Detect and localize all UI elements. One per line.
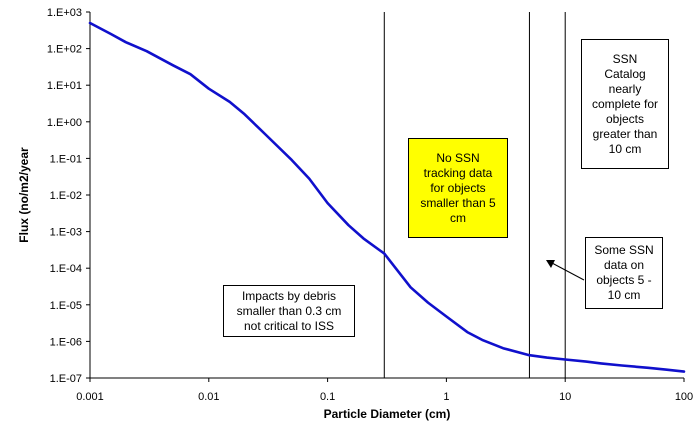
y-tick-label: 1.E+02 — [47, 44, 82, 56]
x-tick-label: 1 — [443, 391, 449, 403]
y-tick-label: 1.E-05 — [50, 300, 82, 312]
y-tick-label: 1.E+00 — [47, 117, 82, 129]
y-tick-label: 1.E+03 — [47, 7, 82, 19]
y-tick-label: 1.E-02 — [50, 190, 82, 202]
arrowhead — [546, 260, 555, 268]
boundary-lines — [383, 12, 566, 378]
axes — [86, 11, 685, 382]
annotation-arrow-group — [546, 260, 585, 281]
annotation-debris: Impacts by debris smaller than 0.3 cm no… — [223, 285, 355, 337]
annotation-arrow — [551, 262, 585, 281]
flux-curve-group — [88, 21, 686, 373]
y-tick-label: 1.E-03 — [50, 227, 82, 239]
y-tick-label: 1.E-01 — [50, 153, 82, 165]
y-tick-label: 1.E+01 — [47, 80, 82, 92]
y-axis-title: Flux (no/m2/year — [17, 147, 31, 243]
flux-curve — [88, 21, 686, 373]
tick-labels: 1.E-07 1.E-06 1.E-05 1.E-04 1.E-03 1.E-02 1.E-… — [17, 7, 693, 421]
x-tick-label: 10 — [559, 391, 571, 403]
x-tick-label: 0.01 — [198, 391, 219, 403]
y-tick-label: 1.E-06 — [50, 336, 82, 348]
annotation-catalog: SSN Catalog nearly complete for objects … — [581, 39, 669, 169]
x-axis-title: Particle Diameter (cm) — [324, 407, 451, 421]
y-tick-label: 1.E-07 — [50, 373, 82, 385]
x-tick-label: 0.001 — [76, 391, 104, 403]
annotation-some-ssn: Some SSN data on objects 5 - 10 cm — [585, 237, 663, 309]
x-tick-label: 100 — [675, 391, 693, 403]
x-tick-label: 0.1 — [320, 391, 335, 403]
annotation-no-ssn: No SSN tracking data for objects smaller… — [408, 138, 508, 238]
y-tick-label: 1.E-04 — [50, 263, 82, 275]
